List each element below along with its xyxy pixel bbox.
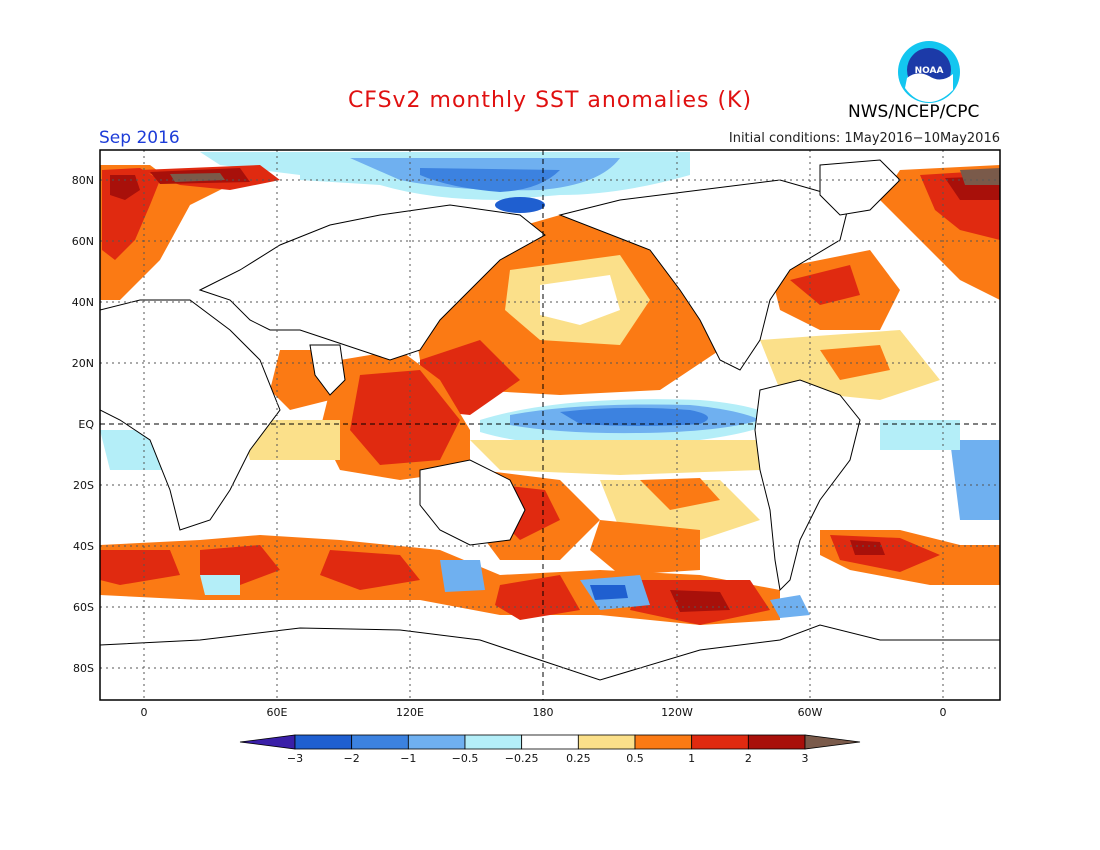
lat-label: 80S bbox=[73, 662, 94, 675]
lon-labels: 0 60E 120E 180 120W 60W 0 bbox=[141, 706, 947, 719]
lat-label: 20N bbox=[72, 357, 94, 370]
colorbar-swatch bbox=[747, 734, 806, 750]
chart-title: CFSv2 monthly SST anomalies (K) bbox=[347, 88, 753, 113]
colorbar-max-triangle bbox=[804, 734, 861, 750]
colorbar-swatch bbox=[521, 734, 579, 750]
colorbar-swatch bbox=[577, 734, 636, 750]
lon-label: 60E bbox=[267, 706, 288, 719]
lat-label: 60S bbox=[73, 601, 94, 614]
colorbar-swatch bbox=[407, 734, 466, 750]
lat-label: 40S bbox=[73, 540, 94, 553]
colorbar-label: −3 bbox=[287, 752, 303, 765]
noaa-logo-icon: NOAA bbox=[898, 41, 960, 103]
lon-label: 0 bbox=[940, 706, 947, 719]
colorbar-label: 0.25 bbox=[566, 752, 591, 765]
map-frame bbox=[99, 149, 1001, 701]
colorbar-label: −2 bbox=[344, 752, 360, 765]
lon-label: 60W bbox=[798, 706, 823, 719]
colorbar-swatch bbox=[464, 734, 523, 750]
svg-text:NOAA: NOAA bbox=[915, 66, 944, 76]
colorbar-min-triangle bbox=[239, 734, 296, 750]
colorbar-swatch bbox=[351, 734, 409, 750]
lat-label: EQ bbox=[78, 418, 94, 431]
colorbar-label: −0.25 bbox=[505, 752, 539, 765]
agency-label: NWS/NCEP/CPC bbox=[848, 102, 980, 122]
lon-label: 0 bbox=[141, 706, 148, 719]
colorbar-label: 1 bbox=[688, 752, 695, 765]
colorbar-swatch bbox=[691, 734, 749, 750]
colorbar-label: 2 bbox=[745, 752, 752, 765]
initial-conditions-label: Initial conditions: 1May2016−10May2016 bbox=[728, 131, 1000, 146]
lat-label: 40N bbox=[72, 296, 94, 309]
colorbar-swatch bbox=[634, 734, 693, 750]
colorbar-label: 3 bbox=[802, 752, 809, 765]
colorbar-label: −1 bbox=[400, 752, 416, 765]
lat-label: 20S bbox=[73, 479, 94, 492]
colorbar-swatch bbox=[294, 734, 353, 750]
lon-label: 180 bbox=[533, 706, 554, 719]
lat-label: 80N bbox=[72, 174, 94, 187]
valid-month-label: Sep 2016 bbox=[99, 128, 180, 148]
lat-labels: 80N 60N 40N 20N EQ 20S 40S 60S 80S bbox=[72, 174, 95, 675]
lon-label: 120E bbox=[396, 706, 424, 719]
anomaly-field bbox=[100, 150, 1000, 700]
graticule bbox=[100, 150, 1000, 700]
colorbar: −3 −2 −1 −0.5 −0.25 0.25 0.5 1 2 3 bbox=[239, 734, 861, 765]
equator-dateline bbox=[100, 150, 1000, 700]
lat-label: 60N bbox=[72, 235, 94, 248]
colorbar-label: −0.5 bbox=[452, 752, 479, 765]
lon-label: 120W bbox=[661, 706, 693, 719]
colorbar-label: 0.5 bbox=[626, 752, 644, 765]
